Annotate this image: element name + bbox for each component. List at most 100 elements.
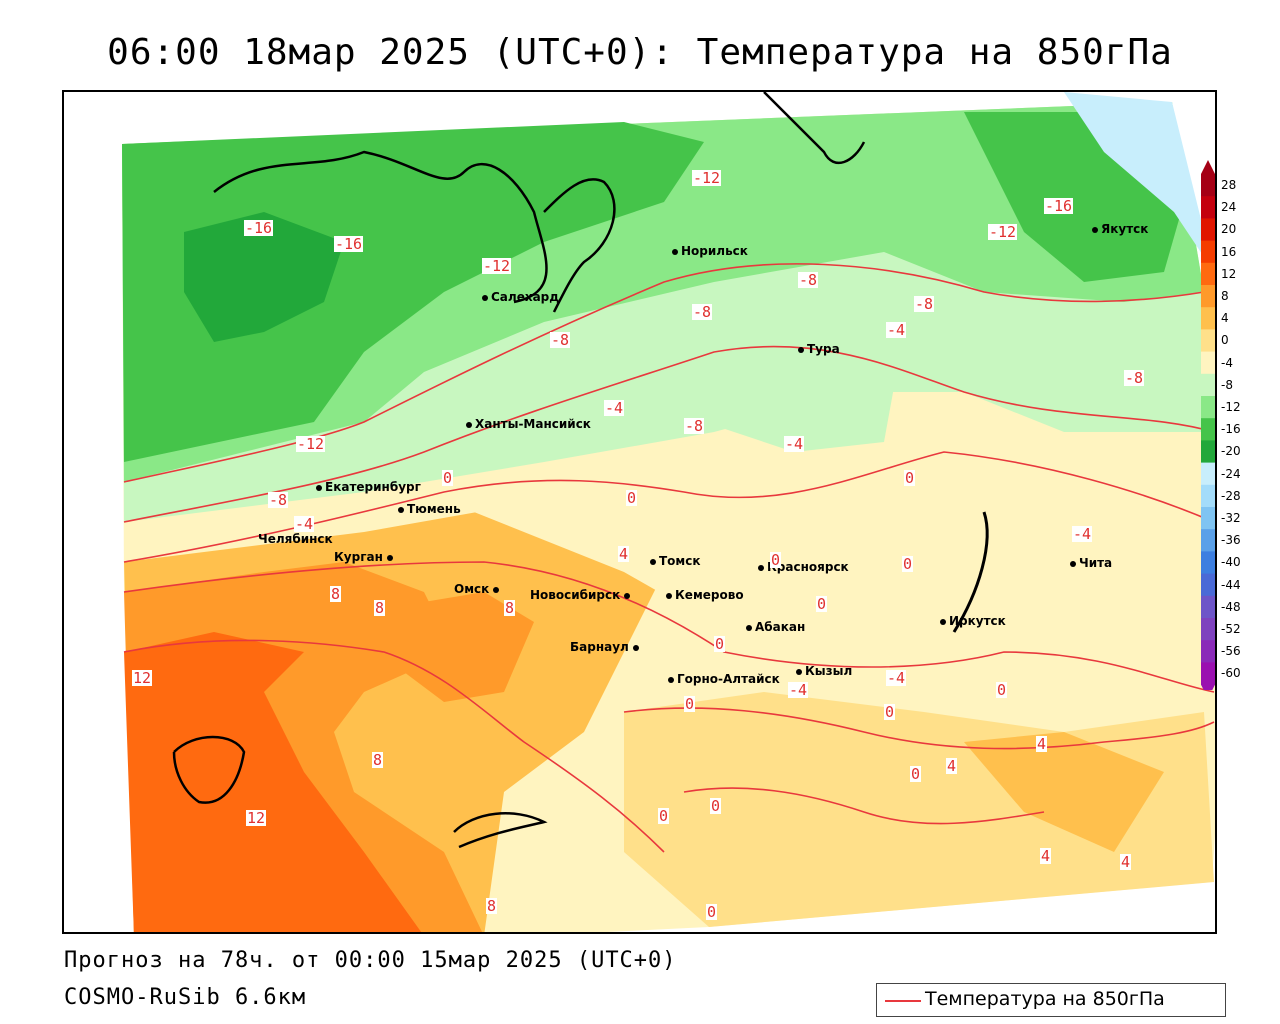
legend-box: Температура на 850гПа	[876, 983, 1226, 1017]
contour-label: 0	[714, 635, 726, 653]
colorbar-tick-label: -56	[1221, 644, 1241, 659]
colorbar-swatch	[1201, 640, 1215, 663]
contour-label: 0	[910, 765, 922, 783]
contour-label: -16	[334, 235, 364, 253]
colorbar-tick-label: 20	[1221, 222, 1237, 237]
contour-label: -8	[914, 295, 935, 313]
colorbar-tick-label: 28	[1221, 178, 1237, 192]
city-tura: Тура	[798, 342, 840, 356]
city-dot-icon	[672, 248, 678, 255]
contour-label: 4	[1120, 853, 1132, 871]
contour-label: -8	[268, 491, 289, 509]
contour-label: 0	[684, 695, 696, 713]
contour-label: -8	[692, 303, 713, 321]
colorbar-swatch	[1201, 595, 1215, 619]
contour-label: -4	[886, 321, 907, 339]
contour-label: -16	[244, 219, 274, 237]
city-kurgan: Курган	[334, 550, 396, 564]
colorbar-tick-label: -32	[1221, 511, 1241, 525]
colorbar-swatch	[1201, 573, 1215, 597]
city-dot-icon	[940, 618, 946, 625]
city-dot-icon	[746, 624, 752, 631]
contour-label: 4	[946, 757, 958, 775]
city-dot-icon	[386, 554, 393, 561]
legend-label: Температура на 850гПа	[925, 988, 1165, 1010]
contour-label: 4	[618, 545, 630, 563]
contour-label: 0	[884, 703, 896, 721]
colorbar-tick-label: -44	[1221, 577, 1241, 592]
colorbar-swatch	[1201, 529, 1215, 552]
city-dot-icon	[798, 346, 804, 353]
colorbar-swatch	[1201, 329, 1215, 353]
city-dot-icon	[1070, 560, 1076, 567]
colorbar-top-arrow	[1201, 160, 1215, 174]
contour-label: 8	[504, 599, 516, 617]
colorbar-tick-label: 4	[1221, 311, 1229, 326]
contour-label: 0	[626, 489, 638, 507]
colorbar-swatch	[1201, 373, 1215, 397]
colorbar-swatch	[1201, 285, 1215, 308]
contour-label: -4	[886, 669, 907, 687]
colorbar-tick-label: -24	[1221, 466, 1241, 481]
city-dot-icon	[666, 592, 672, 599]
zone-0	[424, 422, 1214, 752]
contour-label: 8	[486, 897, 498, 915]
baikal-lake	[952, 511, 989, 633]
colorbar-bottom-arrow	[1201, 684, 1215, 699]
contour-label: -12	[296, 435, 326, 453]
city-salekhard: Салехард	[482, 290, 559, 304]
temperature-colorbar: 28 24 20 16 12 8 4 0 -4 -8 -12 -16 -20 -24 -28 -32 -36 -4…	[1199, 160, 1269, 699]
colorbar-tick-label: 0	[1221, 333, 1229, 348]
contour-label: -4	[784, 435, 805, 453]
contour-label: -8	[550, 331, 571, 349]
city-dot-icon	[466, 421, 472, 428]
city-dot-icon	[758, 564, 764, 571]
city-norilsk: Норильск	[672, 244, 748, 258]
contour-label: 0	[658, 807, 670, 825]
colorbar-swatch	[1201, 396, 1215, 419]
legend-line-icon	[885, 1000, 921, 1002]
colorbar-swatch	[1201, 440, 1215, 464]
model-name: COSMO-RuSib 6.6км	[64, 985, 307, 1010]
balkhash-lake	[453, 812, 548, 849]
contour-label: 8	[330, 585, 342, 603]
contour-label: -4	[788, 681, 809, 699]
contour-label: 0	[816, 595, 828, 613]
city-dot-icon	[316, 484, 322, 491]
temperature-map[interactable]: Норильск Якутск Салехард Тура Ханты-Манс…	[62, 90, 1217, 934]
colorbar-swatch	[1201, 196, 1215, 219]
contour-label: 4	[1040, 847, 1052, 865]
colorbar-tick-label: -8	[1221, 377, 1233, 392]
colorbar-swatches	[1201, 160, 1215, 699]
colorbar-tick-label: 12	[1221, 266, 1237, 281]
colorbar-swatch	[1201, 307, 1215, 330]
contour-label: -4	[1072, 525, 1093, 543]
colorbar-swatch	[1201, 240, 1215, 264]
colorbar-tick-label: 8	[1221, 289, 1229, 303]
aral-region	[172, 735, 246, 804]
contour-label: 0	[902, 555, 914, 573]
contour-label: -12	[692, 169, 722, 187]
city-dot-icon	[493, 586, 500, 593]
city-abakan: Абакан	[746, 620, 805, 634]
colorbar-swatch	[1201, 174, 1215, 197]
city-dot-icon	[650, 558, 656, 565]
contour-label: 12	[246, 809, 267, 827]
colorbar-tick-label: 24	[1221, 200, 1237, 215]
colorbar-swatch	[1201, 418, 1215, 441]
colorbar-tick-label: -28	[1221, 488, 1241, 503]
contour-label: 0	[710, 797, 722, 815]
cold-zone-20	[1064, 92, 1214, 272]
colorbar-swatch	[1201, 351, 1215, 375]
colorbar-swatch	[1201, 507, 1215, 530]
contour-label: 0	[996, 681, 1008, 699]
city-novosibirsk: Новосибирск	[530, 588, 633, 602]
cold-zone-12	[122, 122, 704, 462]
contour-label: 0	[706, 903, 718, 921]
city-dot-icon	[624, 592, 631, 599]
colorbar-tick-label: -52	[1221, 622, 1241, 636]
city-omsk: Омск	[454, 582, 502, 596]
colorbar-tick-label: -40	[1221, 555, 1241, 570]
contour-label: 4	[1036, 735, 1048, 753]
city-yakutsk: Якутск	[1092, 222, 1148, 236]
